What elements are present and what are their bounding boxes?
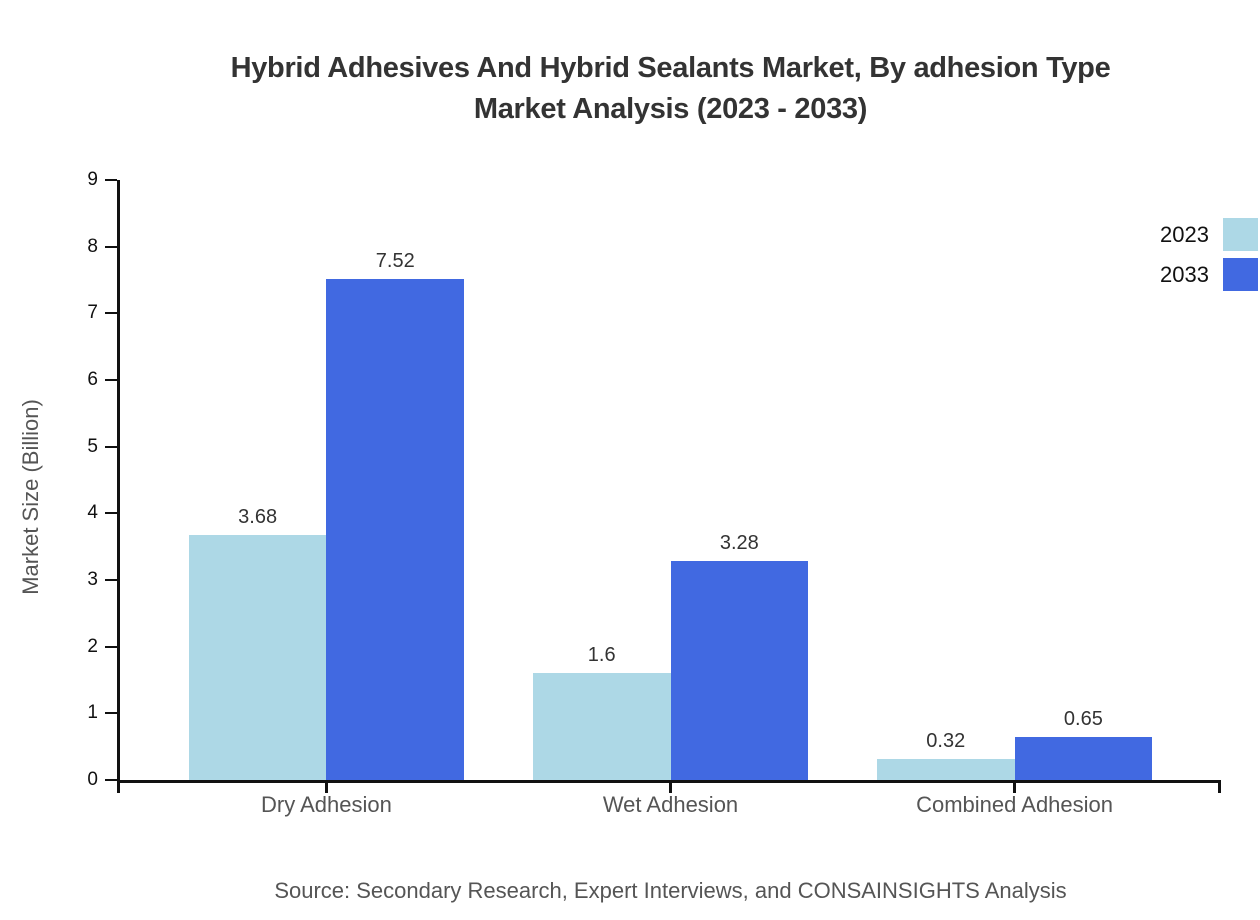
bar-2023-wet-adhesion — [532, 673, 671, 780]
x-axis-category-label: Dry Adhesion — [261, 792, 392, 817]
bar-value-label: 3.68 — [238, 505, 278, 528]
y-axis-tick — [105, 645, 117, 648]
chart-title-line2: Market Analysis (2023 - 2033) — [473, 93, 868, 125]
y-axis-tick-label: 7 — [87, 302, 98, 324]
y-axis-tick — [105, 445, 117, 448]
x-axis-tick — [324, 780, 328, 793]
y-axis-tick — [105, 312, 117, 315]
plot-area: 0 1 2 3 4 5 6 7 8 9 Dry Adhesion 3.68 7.52 Wet Adhesi… — [87, 169, 1221, 817]
y-axis-tick — [105, 245, 117, 248]
y-axis-tick-label: 0 — [87, 769, 98, 790]
y-axis-tick — [105, 579, 117, 581]
bar-2033-combined-adhesion — [1014, 736, 1153, 780]
y-axis-tick — [105, 712, 117, 715]
x-axis-tick — [669, 780, 672, 793]
y-axis-tick-label: 4 — [87, 502, 98, 524]
x-axis-category-label: Combined Adhesion — [916, 792, 1114, 817]
y-axis-tick — [105, 179, 117, 181]
y-axis-tick-label: 2 — [87, 635, 98, 657]
bar-2023-dry-adhesion — [188, 534, 327, 780]
y-axis-tick-label: 9 — [87, 169, 98, 190]
bar-2033-wet-adhesion — [670, 561, 809, 780]
bar-value-label: 1.6 — [587, 644, 616, 667]
legend-label: 2033 — [1160, 261, 1209, 287]
y-axis-title: Market Size (Billion) — [18, 399, 43, 595]
chart-title: Hybrid Adhesives And Hybrid Sealants Mar… — [120, 48, 1221, 130]
legend-swatch-2023 — [1223, 218, 1258, 251]
bar-value-label: 0.65 — [1063, 707, 1103, 730]
y-axis-tick — [105, 512, 117, 515]
x-axis-end-tick — [1218, 780, 1221, 793]
legend-item: 2023 — [1160, 218, 1258, 251]
legend-swatch-2033 — [1223, 258, 1258, 291]
bar-value-label: 3.28 — [719, 532, 759, 555]
x-axis-tick — [1013, 780, 1017, 793]
legend-item: 2033 — [1160, 258, 1258, 291]
source-note: Source: Secondary Research, Expert Inter… — [274, 878, 1067, 903]
y-axis-tick-label: 8 — [87, 235, 98, 257]
y-axis-tick — [105, 379, 117, 381]
y-axis-tick-label: 6 — [87, 369, 98, 390]
bar-value-label: 7.52 — [375, 249, 415, 272]
y-axis-tick-label: 5 — [87, 435, 98, 457]
bar-2033-dry-adhesion — [326, 278, 465, 780]
y-axis-tick-label: 1 — [87, 702, 98, 724]
chart-title-line1: Hybrid Adhesives And Hybrid Sealants Mar… — [230, 52, 1111, 84]
bar-2023-combined-adhesion — [876, 758, 1015, 780]
y-axis-tick — [105, 779, 117, 781]
y-axis-line — [117, 180, 120, 780]
legend-label: 2023 — [1160, 221, 1209, 247]
x-axis-category-label: Wet Adhesion — [602, 792, 739, 817]
legend: 2023 2033 — [1160, 218, 1258, 291]
y-axis-tick-label: 3 — [87, 569, 98, 590]
bar-value-label: 0.32 — [926, 729, 966, 752]
x-axis-end-tick — [117, 780, 120, 793]
